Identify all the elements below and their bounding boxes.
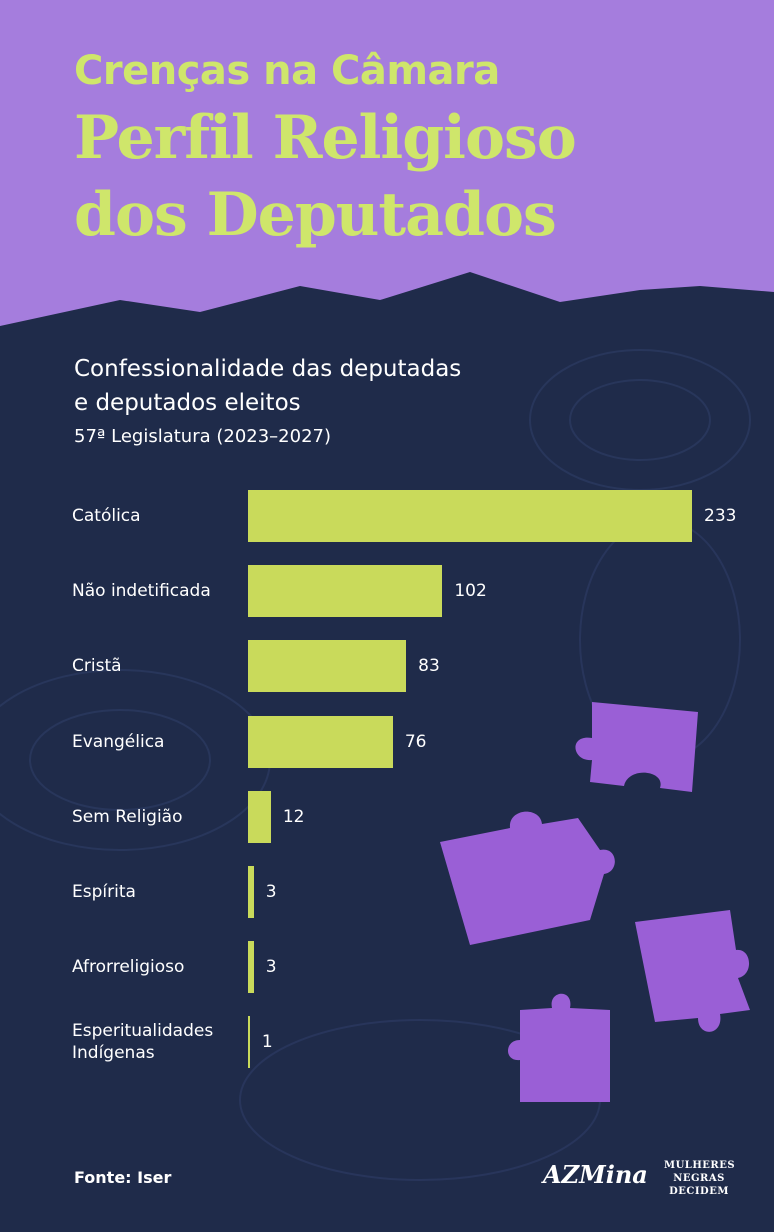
kicker: Crenças na Câmara <box>74 48 500 94</box>
category-label: Afrorreligioso <box>72 957 185 978</box>
value-label: 3 <box>265 882 277 902</box>
category-label: Evangélica <box>72 731 165 752</box>
headline: dos Deputados <box>74 180 557 250</box>
bar <box>248 490 692 542</box>
logo: DECIDEM <box>669 1186 729 1197</box>
bar <box>248 941 254 994</box>
chart-title: Confessionalidade das deputadas <box>74 356 462 382</box>
bar <box>248 715 393 768</box>
category-label: Não indetificada <box>72 581 211 602</box>
value-label: 83 <box>418 656 440 677</box>
value-label: 3 <box>265 957 277 978</box>
bar <box>248 565 443 618</box>
value-label: 102 <box>454 581 487 602</box>
headline: Perfil Religioso <box>74 103 577 173</box>
value-label: 1 <box>261 1032 273 1053</box>
bar <box>248 640 407 693</box>
category-label: Sem Religião <box>72 806 183 827</box>
bar <box>248 866 254 918</box>
category-label: Cristã <box>72 656 122 677</box>
value-label: 12 <box>282 806 305 827</box>
bar <box>248 790 271 843</box>
logo: AZMina <box>543 1160 648 1189</box>
category-label: Católica <box>72 505 141 526</box>
category-label: Espírita <box>72 881 136 902</box>
value-label: 233 <box>704 506 737 526</box>
logo: MULHERES <box>664 1160 736 1171</box>
chart-title: e deputados eleitos <box>74 390 301 416</box>
category-label: Esperitualidades Indígenas <box>72 1021 214 1064</box>
value-label: 76 <box>404 731 427 752</box>
source: Fonte: Iser <box>74 1168 172 1187</box>
logo: NEGRAS <box>673 1173 725 1184</box>
chart-subtitle: 57ª Legislatura (2023–2027) <box>74 426 332 447</box>
bar <box>248 1016 250 1069</box>
